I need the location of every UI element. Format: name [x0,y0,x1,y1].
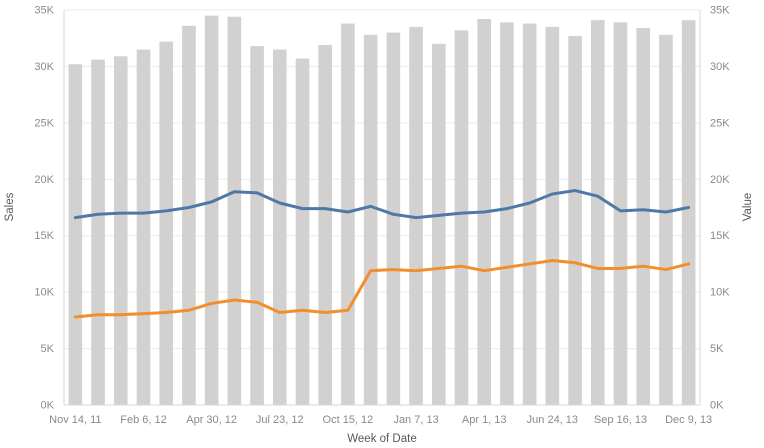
bar-mark[interactable] [363,34,378,405]
left-axis-tick-label: 20K [34,174,54,186]
bar-marks-group [68,15,696,406]
bar-mark[interactable] [295,58,310,406]
right-axis-tick-label: 0K [710,400,724,412]
x-axis-tick-label: Dec 9, 13 [665,414,712,426]
bar-mark[interactable] [500,22,514,406]
axis-frame [63,10,701,406]
right-axis-tick-label: 15K [710,230,730,242]
right-axis-tick-label: 25K [710,117,730,129]
sales-line-mark[interactable] [73,189,691,220]
bar-mark[interactable] [91,59,105,406]
bar-mark[interactable] [68,64,83,406]
bar-mark[interactable] [659,34,673,405]
bar-mark[interactable] [272,49,287,406]
bar-mark[interactable] [318,44,333,405]
bar-mark[interactable] [204,15,219,406]
x-axis-tick-labels: Nov 14, 11 Feb 6, 12 Apr 30, 12 Jul 23, 12 O… [49,414,712,426]
right-axis-tick-label: 10K [710,287,730,299]
left-axis-tick-label: 0K [41,400,55,412]
bar-mark[interactable] [136,49,151,406]
x-axis-tick-label: Nov 14, 11 [49,414,101,426]
x-axis-tick-label: Apr 30, 12 [186,414,237,426]
left-axis-tick-label: 30K [34,61,54,73]
right-axis-tick-label: 35K [710,5,730,17]
bar-mark[interactable] [681,20,696,406]
bar-mark[interactable] [590,20,605,406]
bar-mark[interactable] [250,46,264,405]
x-axis-tick-label: Jul 23, 12 [256,414,304,426]
right-axis-title: Value [742,193,754,222]
value-line-mark[interactable] [73,259,691,319]
bar-mark[interactable] [545,26,560,406]
bar-mark[interactable] [409,26,423,406]
right-axis-tick-labels: 0K 5K 10K 15K 20K 25K 30K 35K [710,5,730,412]
bar-mark[interactable] [182,25,196,406]
bar-mark[interactable] [113,56,128,406]
left-axis-tick-label: 15K [34,230,54,242]
line-marks-group [73,189,691,319]
left-axis-tick-label: 25K [34,117,54,129]
right-axis-tick-label: 30K [710,61,730,73]
x-axis-title: Week of Date [347,433,416,445]
x-axis-tick-label: Oct 15, 12 [323,414,374,426]
x-axis-tick-label: Sep 16, 13 [594,414,647,426]
bar-mark[interactable] [522,23,537,406]
x-axis-tick-label: Jun 24, 13 [527,414,578,426]
left-axis-tick-label: 10K [34,287,54,299]
x-axis-tick-label: Jan 7, 13 [393,414,438,426]
bar-mark[interactable] [568,35,582,405]
bar-mark[interactable] [431,43,446,405]
bar-mark[interactable] [159,41,174,405]
right-axis-tick-label: 5K [710,343,724,355]
right-axis-tick-label: 20K [710,174,730,186]
bar-mark[interactable] [227,16,242,406]
bar-mark[interactable] [454,30,469,406]
x-axis-tick-label: Apr 1, 13 [462,414,507,426]
bar-mark[interactable] [341,23,355,406]
left-axis-title: Sales [4,192,16,221]
left-axis-tick-label: 5K [41,343,55,355]
bar-mark[interactable] [386,32,401,405]
x-axis-tick-label: Feb 6, 12 [120,414,166,426]
left-axis-tick-label: 35K [34,5,54,17]
bar-mark[interactable] [613,22,628,406]
left-axis-tick-labels: 0K 5K 10K 15K 20K 25K 30K 35K [34,5,54,412]
bar-mark[interactable] [636,28,651,406]
